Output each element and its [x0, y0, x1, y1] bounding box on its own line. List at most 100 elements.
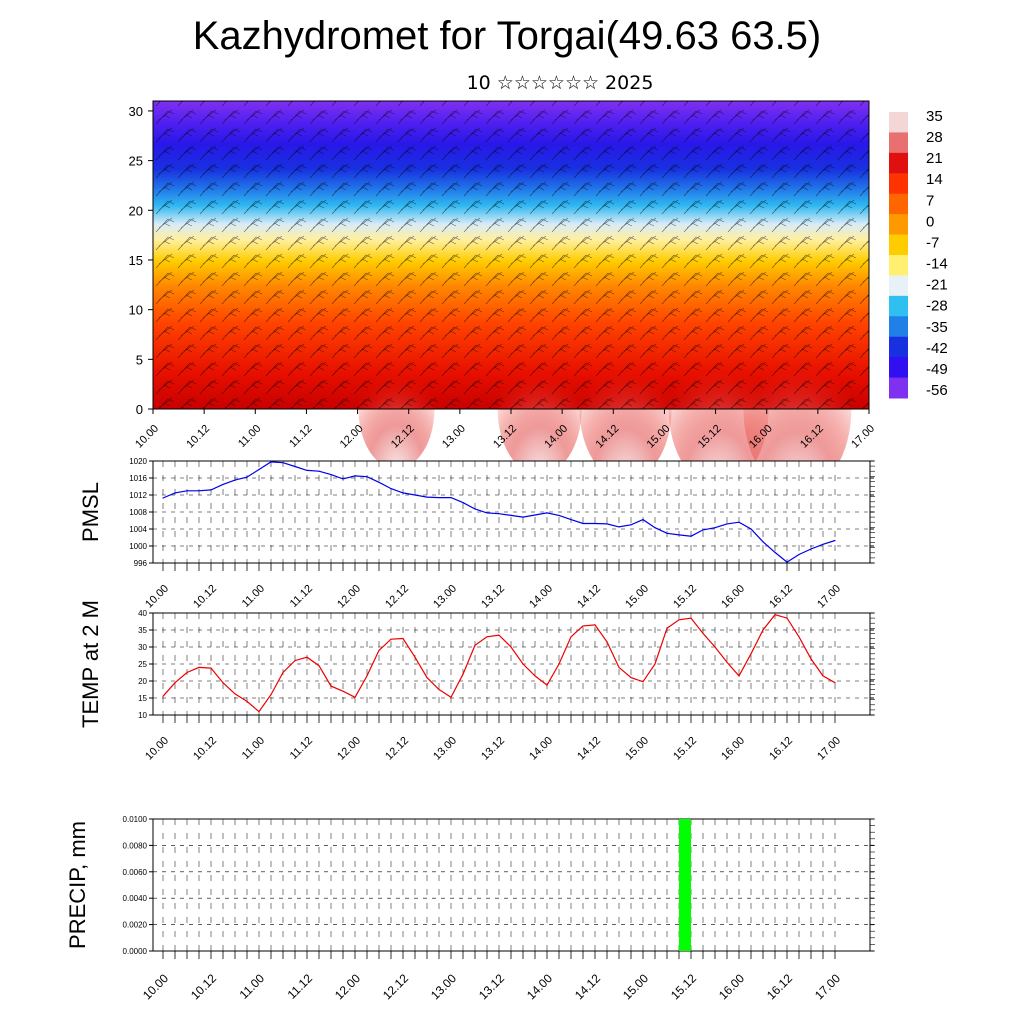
temp-panel: 10 15 20 25 30 35 40 10.00 10.12 11.00 11.12 12.00 1…: [78, 600, 875, 763]
data-point: [306, 656, 308, 658]
y-tick-label: 20: [138, 677, 147, 686]
x-tick-label: 10.00: [143, 583, 171, 611]
data-point: [282, 462, 284, 464]
data-point: [834, 539, 836, 542]
data-point: [414, 656, 416, 658]
plot-frame: [152, 460, 871, 564]
data-point: [234, 693, 236, 695]
colorbar-label: -49: [926, 361, 948, 378]
colorbar-label: 0: [926, 213, 934, 230]
colorbar-segment: [889, 295, 908, 317]
chart-subtitle: 10 ☆☆☆☆☆☆ 2025: [466, 72, 654, 94]
data-point: [390, 488, 392, 490]
data-point: [702, 632, 704, 635]
data-point: [666, 532, 668, 534]
data-point: [726, 523, 728, 525]
data-point: [174, 682, 176, 684]
x-tick-label: 10.12: [188, 971, 219, 1002]
data-point: [438, 496, 440, 499]
x-tick-label: 10.00: [143, 735, 171, 763]
data-point: [570, 636, 572, 638]
colorbar-segment: [889, 377, 908, 399]
y-axis-label: PMSL: [78, 482, 103, 542]
plot-frame: [152, 612, 871, 716]
y-tick-label: 1000: [129, 542, 147, 551]
data-point: [582, 625, 584, 627]
data-point: [354, 475, 356, 477]
data-point: [774, 614, 776, 616]
data-point: [678, 619, 680, 621]
x-tick-label: 17.00: [849, 423, 877, 451]
x-tick-label: 16.00: [716, 971, 747, 1002]
data-point: [510, 514, 512, 517]
y-tick-label: 35: [138, 626, 147, 635]
data-point: [282, 671, 284, 674]
x-tick-label: 15.12: [671, 583, 699, 611]
y-tick-label: 0.0000: [123, 947, 148, 956]
x-tick-label: 10.12: [191, 583, 219, 611]
data-point: [762, 541, 764, 543]
data-point: [342, 478, 344, 480]
x-tick-label: 11.00: [240, 583, 267, 610]
data-point: [318, 470, 320, 472]
data-point: [534, 514, 536, 516]
colorbar-label: -42: [926, 340, 948, 357]
colorbar-segment: [889, 275, 908, 297]
colorbar-segment: [889, 112, 908, 133]
data-point: [366, 675, 368, 677]
data-point: [582, 522, 584, 525]
y-tick-label: 1020: [129, 457, 147, 466]
data-point: [798, 553, 800, 556]
x-tick-label: 12.00: [335, 583, 363, 611]
y-tick-label: 15: [129, 253, 143, 268]
data-point: [294, 465, 296, 468]
x-tick-label: 12.12: [383, 583, 411, 611]
data-point: [630, 677, 632, 679]
data-point: [426, 496, 428, 498]
y-axis-label: TEMP at 2 M: [78, 600, 103, 728]
data-point: [366, 476, 368, 478]
y-tick-label: 1008: [129, 508, 147, 517]
x-tick-label: 14.12: [572, 971, 603, 1002]
data-point: [378, 649, 380, 652]
data-point: [402, 492, 404, 494]
x-tick-label: 16.12: [764, 971, 795, 1002]
colorbar-segment: [889, 357, 908, 379]
data-point: [714, 527, 716, 529]
x-tick-label: 10.12: [184, 423, 212, 451]
data-point: [678, 534, 680, 536]
colorbar-label: -7: [926, 234, 939, 251]
data-point: [822, 543, 824, 545]
data-point: [774, 551, 776, 553]
x-tick-label: 11.00: [236, 423, 263, 450]
chart-title: Kazhydromet for Torgai(49.63 63.5): [192, 14, 822, 58]
data-point: [258, 711, 260, 713]
x-tick-label: 12.12: [383, 735, 411, 763]
x-tick-label: 10.00: [133, 423, 161, 451]
data-point: [726, 661, 728, 663]
data-point: [474, 508, 476, 510]
data-point: [486, 636, 488, 638]
y-tick-label: 30: [138, 643, 147, 652]
data-point: [210, 489, 212, 491]
colorbar-label: -21: [926, 277, 948, 294]
data-point: [318, 665, 320, 667]
data-point: [186, 490, 188, 492]
x-tick-label: 10.00: [140, 971, 171, 1002]
data-point: [822, 675, 824, 677]
x-tick-label: 16.00: [719, 583, 747, 611]
data-point: [450, 496, 452, 499]
x-tick-label: 12.00: [332, 971, 363, 1002]
data-point: [162, 695, 164, 697]
data-point: [330, 685, 332, 687]
colorbar-label: -35: [926, 319, 948, 336]
data-point: [198, 490, 200, 492]
data-point: [378, 481, 380, 483]
colorbar-label: -14: [926, 256, 948, 273]
data-point: [606, 523, 608, 525]
y-tick-label: 0.0020: [123, 921, 148, 930]
colorbar-label: -28: [926, 298, 948, 315]
colorbar-segment: [889, 316, 908, 338]
data-point: [210, 667, 212, 669]
data-point: [546, 512, 548, 514]
